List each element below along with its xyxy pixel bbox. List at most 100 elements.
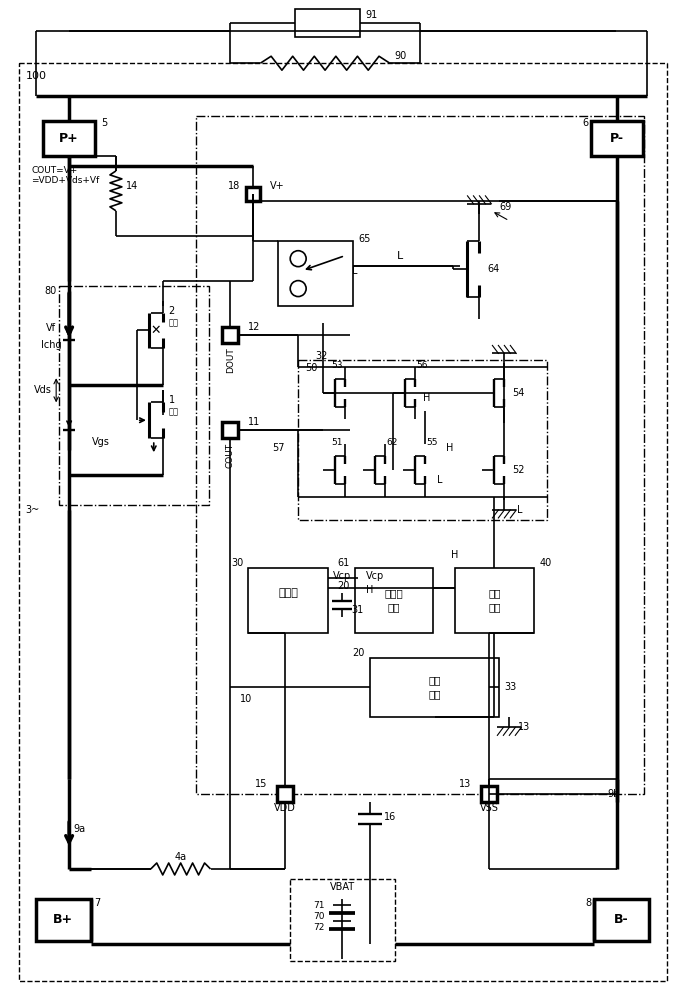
Text: 71: 71: [314, 901, 325, 910]
Text: 导通: 导通: [169, 408, 179, 417]
Text: 20: 20: [353, 648, 365, 658]
Text: H: H: [423, 393, 430, 403]
Bar: [355, 568, 433, 633]
Bar: [295, 9, 360, 37]
Text: COUT: COUT: [226, 443, 235, 468]
Text: 65: 65: [358, 234, 371, 244]
Bar: [247, 187, 260, 201]
Text: 69: 69: [499, 202, 512, 212]
Text: 55: 55: [427, 438, 438, 447]
Text: 9b: 9b: [607, 789, 619, 799]
Text: 低电压: 低电压: [384, 588, 403, 598]
Text: 72: 72: [314, 923, 325, 932]
Text: L: L: [516, 505, 522, 515]
Text: 16: 16: [384, 812, 396, 822]
Text: 30: 30: [231, 558, 243, 568]
Text: DOUT: DOUT: [226, 348, 235, 373]
Bar: [290, 879, 395, 961]
Text: B+: B+: [53, 913, 73, 926]
Text: 检测: 检测: [388, 602, 400, 612]
Text: 50: 50: [305, 363, 318, 373]
Text: VBAT: VBAT: [329, 882, 355, 892]
Text: 4a: 4a: [175, 852, 187, 862]
Text: 91: 91: [365, 10, 377, 20]
Text: 90: 90: [395, 51, 407, 61]
Text: 100: 100: [26, 71, 47, 81]
Text: 70: 70: [314, 912, 325, 921]
Text: H: H: [366, 585, 373, 595]
Text: 电路: 电路: [428, 689, 441, 699]
Text: 1: 1: [169, 395, 175, 405]
Text: 7: 7: [94, 898, 100, 908]
Text: 13: 13: [459, 779, 471, 789]
Text: 80: 80: [44, 286, 56, 296]
Text: 11: 11: [249, 417, 260, 427]
Text: Vcp: Vcp: [366, 571, 384, 581]
Bar: [594, 899, 649, 941]
Text: VDD: VDD: [274, 803, 296, 813]
Text: 10: 10: [240, 694, 253, 704]
Text: B-: B-: [614, 913, 628, 926]
Text: 33: 33: [504, 682, 516, 692]
Bar: [59, 286, 208, 505]
Text: L: L: [352, 266, 358, 276]
Bar: [455, 568, 534, 633]
Text: 57: 57: [272, 443, 285, 453]
Text: 3~: 3~: [25, 505, 40, 515]
Bar: [223, 422, 238, 438]
Text: 2: 2: [169, 306, 175, 316]
Bar: [298, 360, 547, 520]
Text: 12: 12: [249, 322, 261, 332]
Text: 截止: 截止: [169, 318, 179, 327]
Text: Vcp: Vcp: [333, 571, 351, 581]
Bar: [36, 899, 91, 941]
Text: L: L: [397, 251, 403, 261]
Bar: [43, 121, 95, 156]
Text: COUT=V+: COUT=V+: [32, 166, 77, 175]
Text: 40: 40: [539, 558, 551, 568]
Text: 31: 31: [351, 605, 363, 615]
Bar: [482, 786, 497, 802]
Text: P-: P-: [610, 132, 624, 145]
Text: H: H: [446, 443, 453, 453]
Text: 电路: 电路: [488, 602, 501, 612]
Text: =VDD+Vds+Vf: =VDD+Vds+Vf: [32, 176, 99, 185]
Text: 检测: 检测: [428, 675, 441, 685]
Text: 13: 13: [518, 722, 530, 732]
Text: Vf: Vf: [46, 323, 56, 333]
Text: H: H: [451, 550, 458, 560]
Text: 52: 52: [512, 465, 525, 475]
Bar: [196, 116, 644, 794]
Text: V+: V+: [271, 181, 285, 191]
Text: 53: 53: [332, 361, 342, 370]
Text: 6: 6: [583, 118, 589, 128]
Bar: [277, 786, 293, 802]
Text: 15: 15: [255, 779, 267, 789]
Text: L: L: [437, 475, 443, 485]
Bar: [223, 327, 238, 343]
Text: 61: 61: [338, 558, 350, 568]
Text: 64: 64: [488, 264, 499, 274]
Text: Vgs: Vgs: [92, 437, 110, 447]
Text: 62: 62: [387, 438, 398, 447]
Text: Ichg: Ichg: [41, 340, 62, 350]
Text: 控制: 控制: [488, 588, 501, 598]
Text: 5: 5: [101, 118, 108, 128]
Text: Vds: Vds: [34, 385, 52, 395]
Text: P+: P+: [59, 132, 79, 145]
Text: ✕: ✕: [151, 324, 161, 337]
Text: VSS: VSS: [480, 803, 499, 813]
Text: 32: 32: [315, 351, 327, 361]
Text: 14: 14: [126, 181, 138, 191]
Bar: [249, 568, 328, 633]
Bar: [370, 658, 499, 717]
Text: 电荷泵: 电荷泵: [278, 588, 298, 598]
Text: 9a: 9a: [73, 824, 85, 834]
Text: 54: 54: [512, 388, 525, 398]
Text: 51: 51: [332, 438, 342, 447]
Text: 20: 20: [338, 581, 350, 591]
Text: 56: 56: [416, 361, 428, 370]
Bar: [591, 121, 643, 156]
Bar: [278, 241, 353, 306]
Text: 8: 8: [586, 898, 592, 908]
